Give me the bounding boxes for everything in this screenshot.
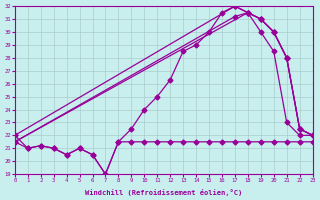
X-axis label: Windchill (Refroidissement éolien,°C): Windchill (Refroidissement éolien,°C) (85, 189, 242, 196)
